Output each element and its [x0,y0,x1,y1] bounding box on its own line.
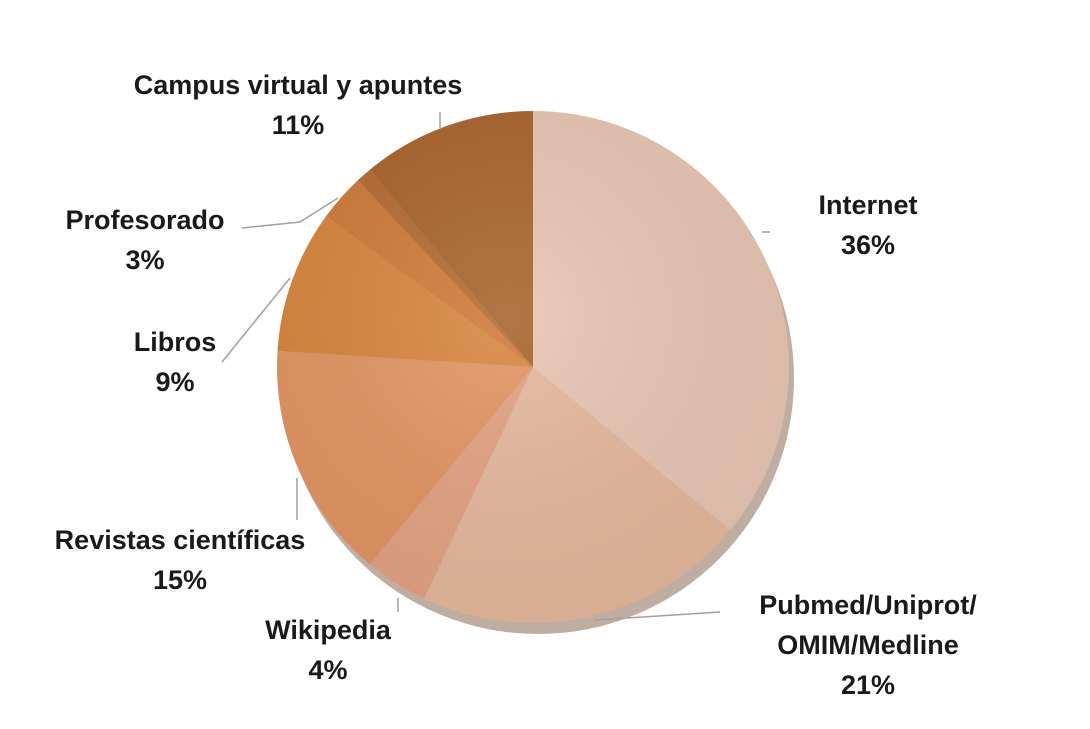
value-label: 4% [308,655,348,685]
value-label: 21% [840,670,896,700]
leader-line [594,611,721,621]
slice-label: Campus virtual y apuntes 11% [134,65,463,145]
category-label: Pubmed/Uniprot/ OMIM/Medline [759,590,977,660]
category-label: Internet [818,190,918,220]
slice-label: Revistas científicas 15% [55,520,306,600]
leader-line [241,197,339,229]
slice-label: Wikipedia 4% [265,610,391,690]
leader-lines [221,112,770,621]
category-label: Profesorado [65,205,225,235]
slice-label: Profesorado 3% [65,200,224,280]
value-label: 11% [271,110,325,140]
value-label: 9% [155,367,195,397]
value-label: 15% [152,565,208,595]
slice-label: Pubmed/Uniprot/ OMIM/Medline 21% [759,585,977,705]
slice-label: Libros 9% [134,322,217,402]
value-label: 3% [125,245,165,275]
category-label: Libros [133,327,217,357]
slice-label: Internet 36% [818,185,917,265]
category-label: Wikipedia [265,615,391,645]
category-label: Campus virtual y apuntes [133,70,463,100]
value-label: 36% [840,230,896,260]
category-label: Revistas científicas [54,525,306,555]
slices [277,111,789,623]
leader-line [221,277,291,363]
